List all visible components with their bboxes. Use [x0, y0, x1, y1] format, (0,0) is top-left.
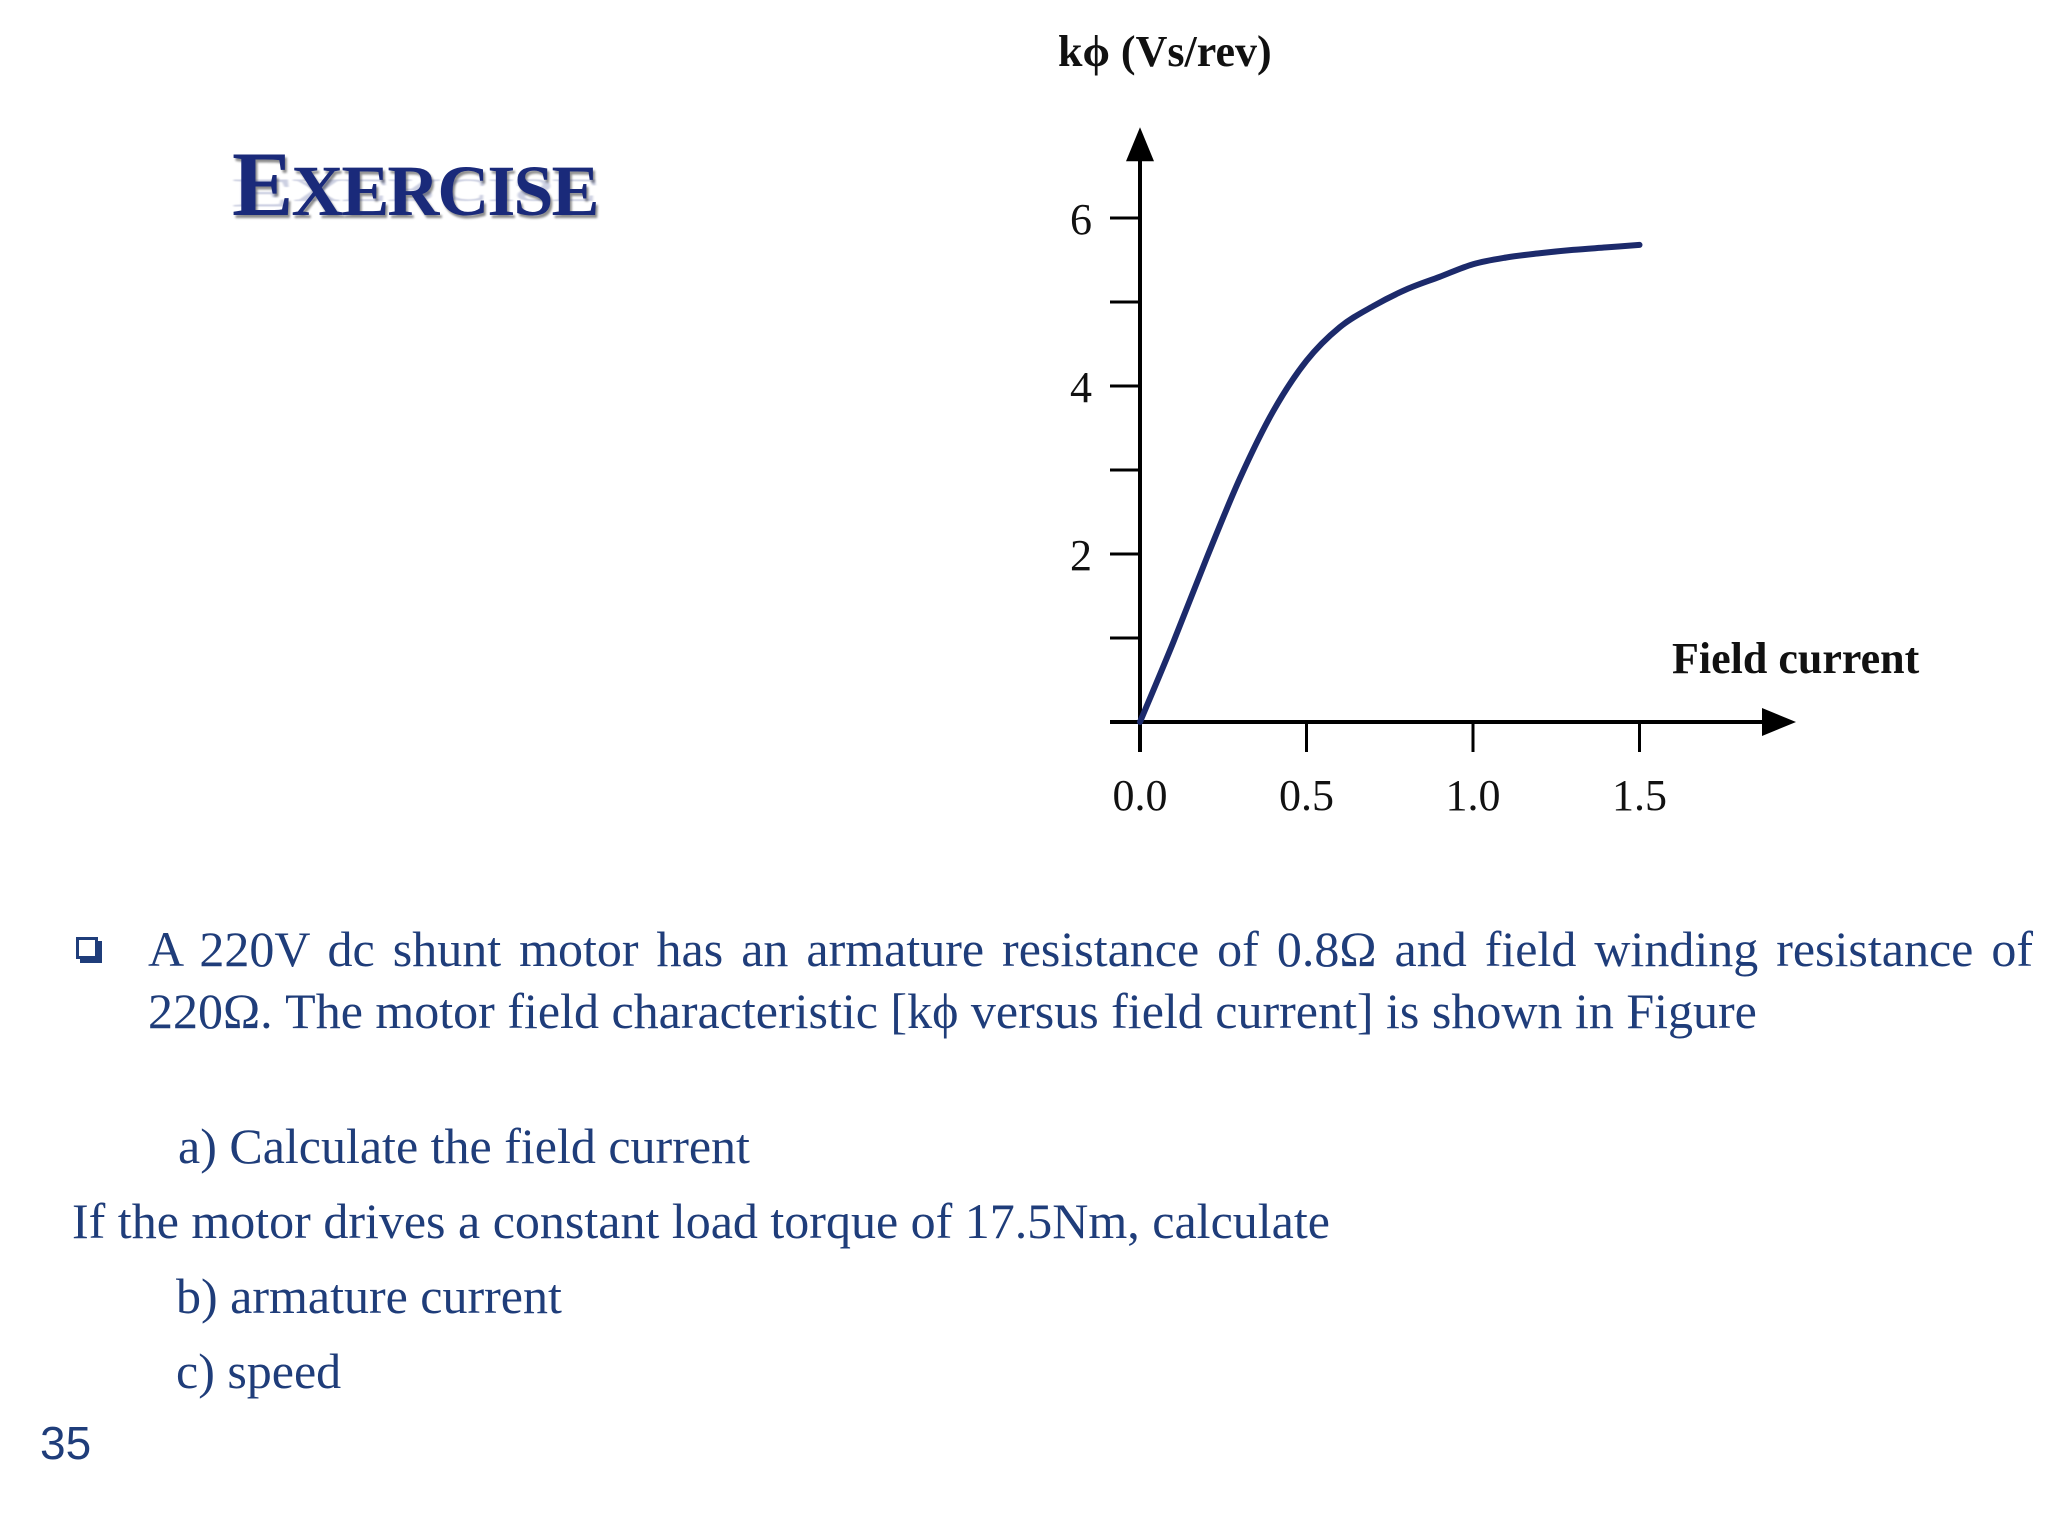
chart-tick-labels: 0.0 0.5 1.0 1.5 2 4 6	[1070, 195, 1667, 820]
x-axis-label: Field current	[1672, 634, 1920, 683]
bullet-square-icon	[76, 937, 98, 959]
problem-paragraph: A 220V dc shunt motor has an armature re…	[148, 921, 2033, 1039]
y-tick-label-1: 2	[1070, 531, 1092, 580]
series-line-0	[1137, 241, 1643, 725]
item-c: c) speed	[176, 1343, 342, 1399]
x-tick-label-3: 1.5	[1612, 771, 1667, 820]
exercise-title-initial: E	[232, 133, 293, 235]
x-tick-label-2: 1.0	[1446, 771, 1501, 820]
x-axis-arrow	[1762, 708, 1796, 736]
chart-ticks	[1110, 216, 1641, 752]
y-tick-label-5: 6	[1070, 195, 1092, 244]
y-axis-label: kϕ (Vs/rev)	[1058, 27, 1272, 76]
x-tick-label-0: 0.0	[1113, 771, 1168, 820]
exercise-title: EXERCISE	[232, 138, 599, 231]
item-b: b) armature current	[176, 1268, 562, 1324]
torque-line: If the motor drives a constant load torq…	[72, 1193, 1330, 1249]
exercise-title-rest: XERCISE	[291, 151, 599, 231]
chart-axes	[1110, 127, 1796, 752]
x-tick-label-1: 0.5	[1279, 771, 1334, 820]
y-axis-arrow	[1126, 127, 1154, 162]
item-a: a) Calculate the field current	[178, 1118, 750, 1174]
chart-series	[1137, 241, 1643, 725]
y-tick-label-3: 4	[1070, 363, 1092, 412]
page-number: 35	[40, 1417, 92, 1469]
